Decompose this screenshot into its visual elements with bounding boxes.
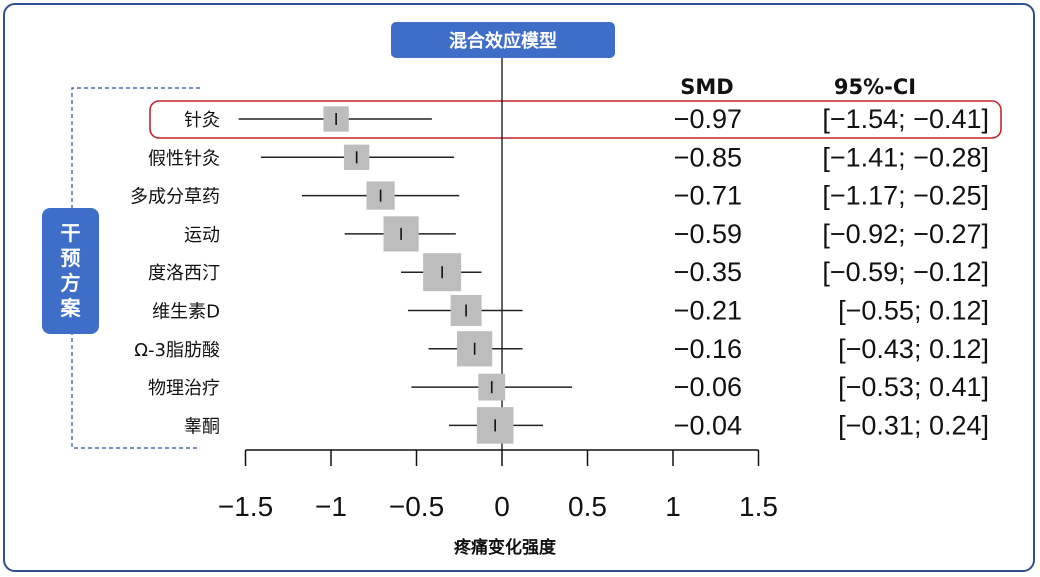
smd-value: −0.04 xyxy=(674,410,742,440)
header-label-box xyxy=(391,22,615,58)
x-tick-label: −1.5 xyxy=(218,491,273,522)
ci-value: [−1.54; −0.41] xyxy=(822,104,989,134)
ci-value: [−0.53; 0.41] xyxy=(838,372,989,402)
smd-value: −0.59 xyxy=(674,219,742,249)
smd-value: −0.71 xyxy=(674,181,742,211)
column-header-smd: SMD xyxy=(680,75,733,99)
study-label: 物理治疗 xyxy=(148,378,220,399)
x-tick-label: 1 xyxy=(665,491,681,522)
header-label: 混合效应模型 xyxy=(449,30,557,52)
ci-value: [−0.31; 0.24] xyxy=(838,410,989,440)
study-label: 睾酮 xyxy=(184,416,220,437)
study-label: 运动 xyxy=(184,225,220,246)
ci-value: [−0.59; −0.12] xyxy=(822,257,989,287)
x-tick-label: 0.5 xyxy=(568,491,607,522)
group-label: 干预方案 xyxy=(60,221,82,320)
smd-value: −0.85 xyxy=(674,142,742,172)
ci-value: [−1.41; −0.28] xyxy=(822,142,989,172)
ci-value: [−0.55; 0.12] xyxy=(838,296,989,326)
study-label: 针灸 xyxy=(184,110,220,131)
highlight-box xyxy=(149,100,1002,139)
smd-value: −0.97 xyxy=(674,104,742,134)
smd-value: −0.35 xyxy=(674,257,742,287)
group-label-box xyxy=(42,208,99,334)
ci-value: [−1.17; −0.25] xyxy=(822,181,989,211)
smd-value: −0.06 xyxy=(674,372,742,402)
x-tick-label: 1.5 xyxy=(739,491,778,522)
study-label: 度洛西汀 xyxy=(148,263,220,284)
study-label: Ω-3脂肪酸 xyxy=(134,340,220,361)
study-label: 假性针灸 xyxy=(148,148,220,169)
smd-value: −0.21 xyxy=(674,296,742,326)
ci-value: [−0.43; 0.12] xyxy=(838,334,989,364)
smd-value: −0.16 xyxy=(674,334,742,364)
x-tick-label: 0 xyxy=(494,491,510,522)
study-label: 多成分草药 xyxy=(130,187,220,208)
study-label: 维生素D xyxy=(152,302,220,323)
x-axis-title: 疼痛变化强度 xyxy=(454,537,557,558)
figure-frame xyxy=(3,3,1035,572)
column-header-ci: 95%-CI xyxy=(834,75,916,99)
x-tick-label: −0.5 xyxy=(389,491,444,522)
x-tick-label: −1 xyxy=(315,491,347,522)
ci-value: [−0.92; −0.27] xyxy=(822,219,989,249)
